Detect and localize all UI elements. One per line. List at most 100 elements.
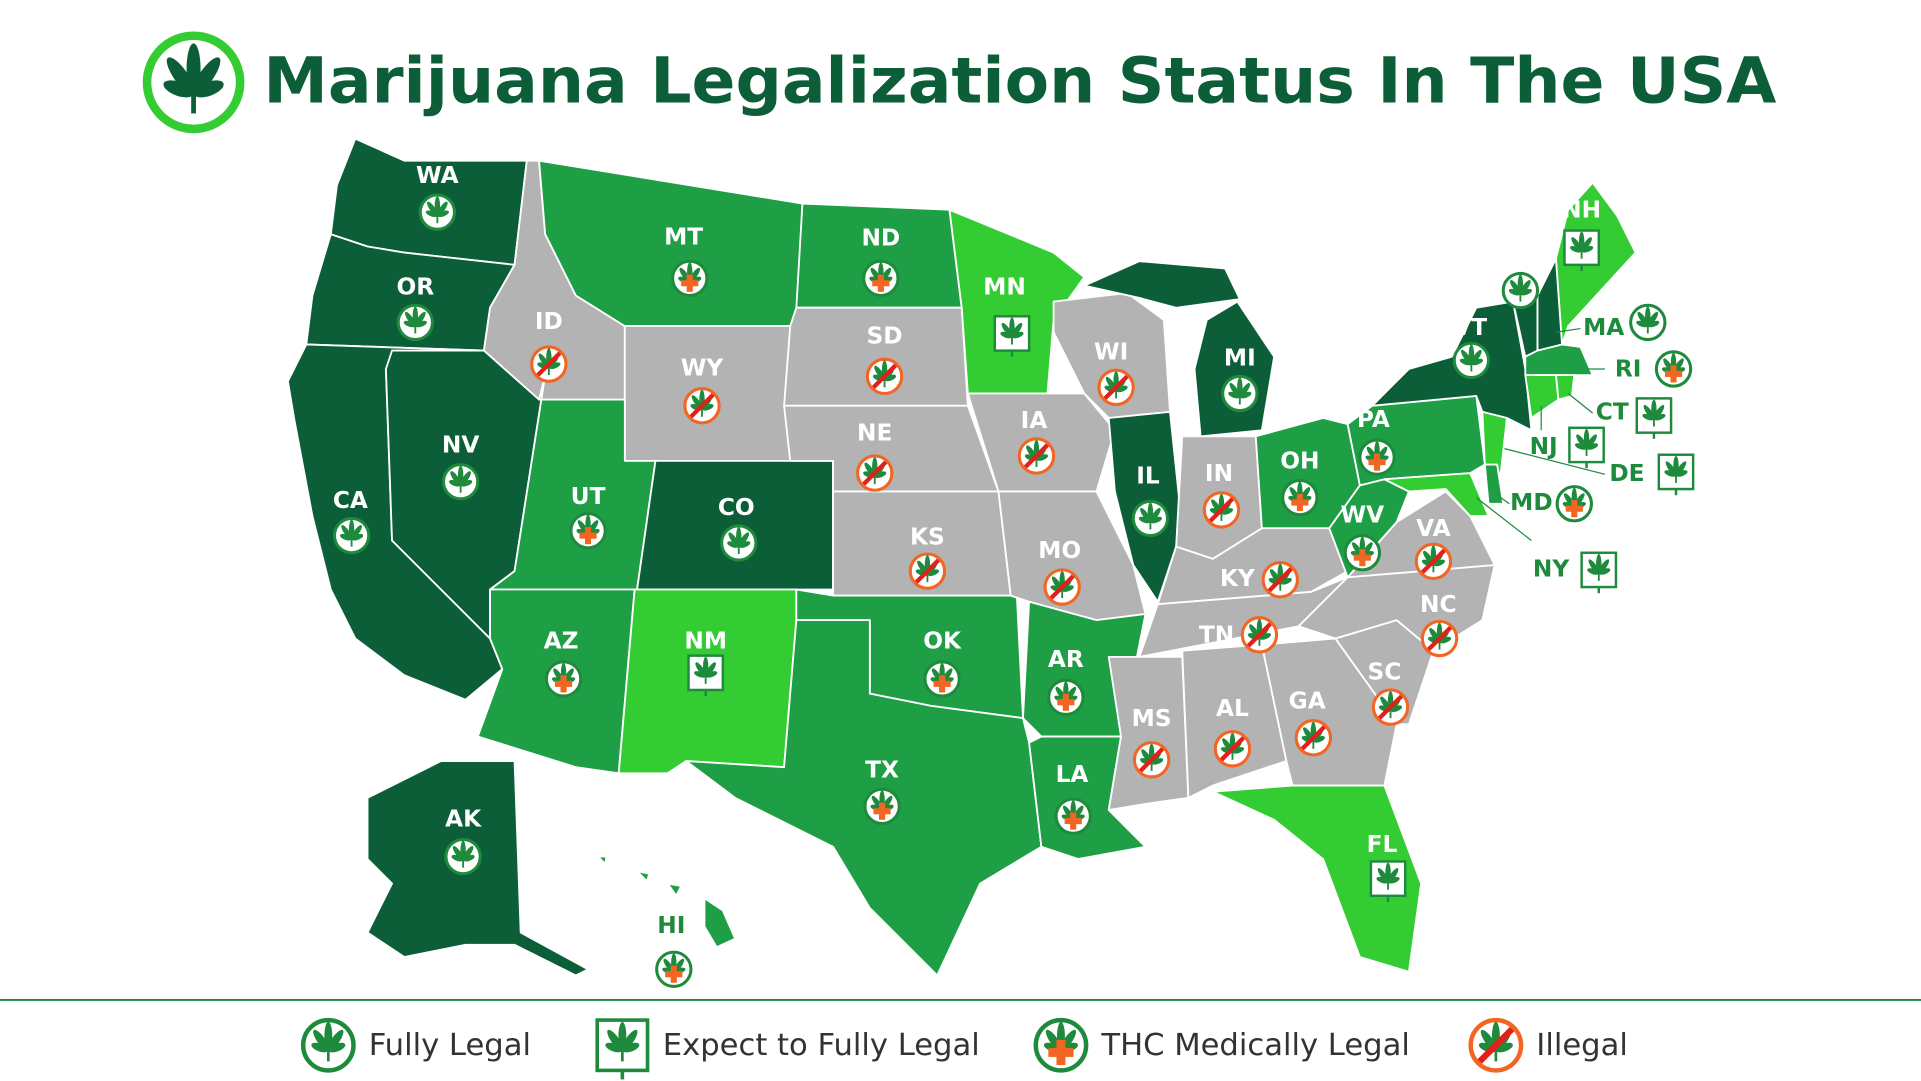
status-icon xyxy=(1202,491,1241,529)
leaf xyxy=(1598,559,1610,574)
status-icon xyxy=(1629,303,1667,342)
state-label: WY xyxy=(681,354,725,381)
state-label: LA xyxy=(1056,761,1089,788)
leaf xyxy=(1150,516,1162,524)
state-label: ME xyxy=(1496,241,1535,268)
leaf xyxy=(621,1029,638,1051)
icon-cross xyxy=(1664,370,1683,377)
status-icon xyxy=(300,1017,356,1073)
status-icon xyxy=(1369,860,1407,902)
leaf xyxy=(463,854,475,862)
leaf xyxy=(605,1042,623,1053)
leaf xyxy=(1376,876,1389,884)
leaf xyxy=(193,80,224,98)
leaf xyxy=(1011,322,1023,338)
status-icon xyxy=(655,950,693,988)
icon-slash xyxy=(689,393,715,419)
state-label: OH xyxy=(1280,448,1319,475)
leaf xyxy=(1675,461,1687,476)
state-label: NV xyxy=(442,432,479,459)
state-label: SD xyxy=(867,323,903,350)
state-label: CO xyxy=(718,494,755,521)
leaf xyxy=(1239,382,1251,398)
icon-cross xyxy=(933,680,951,687)
status-icon xyxy=(569,512,607,550)
leaf xyxy=(1508,288,1521,296)
leaf xyxy=(1232,747,1245,754)
leaf xyxy=(1036,454,1049,461)
leaf xyxy=(1574,443,1587,450)
leaf xyxy=(460,479,473,487)
leaf xyxy=(1229,382,1241,398)
leaf xyxy=(1647,320,1660,328)
state-label: TN xyxy=(1199,622,1234,649)
state-label: WV xyxy=(1341,501,1385,528)
state-label: AK xyxy=(445,805,482,832)
state-shape xyxy=(1211,784,1423,973)
logo xyxy=(142,31,245,134)
leaf xyxy=(927,569,940,576)
state-shape xyxy=(703,897,736,949)
leaf xyxy=(1001,322,1013,338)
state-label: IA xyxy=(1021,407,1048,434)
state-label: MI xyxy=(1224,345,1256,372)
leaf xyxy=(427,201,438,217)
callout-line xyxy=(1555,327,1581,333)
leaf xyxy=(1495,1042,1513,1053)
leaf xyxy=(738,541,751,548)
leaf xyxy=(1519,280,1531,295)
status-icon xyxy=(1221,374,1259,413)
leaf xyxy=(728,532,740,547)
icon-slash xyxy=(1049,574,1075,600)
leaf xyxy=(1471,358,1483,366)
leaf xyxy=(451,854,464,862)
state-label: IL xyxy=(1136,462,1160,489)
leaf xyxy=(1228,391,1240,399)
callout-line xyxy=(1567,393,1594,414)
icon-cross xyxy=(554,680,573,687)
leaf xyxy=(695,662,707,677)
leaf xyxy=(1642,413,1654,421)
leaf xyxy=(1647,311,1659,327)
leaf xyxy=(460,471,471,486)
leaf xyxy=(1459,358,1472,366)
status-icon xyxy=(1501,271,1540,310)
leaf xyxy=(1461,349,1472,365)
status-icon xyxy=(441,463,480,501)
leaf xyxy=(166,57,195,95)
leaf xyxy=(436,201,448,217)
callout-line xyxy=(1500,497,1510,505)
callout-line xyxy=(1475,497,1532,541)
state-shape xyxy=(1483,463,1505,505)
leaf xyxy=(403,320,416,328)
state-label: MA xyxy=(1583,314,1624,341)
status-icon xyxy=(544,660,583,698)
leaf xyxy=(694,671,706,678)
state-labels: WA OR CA NV ID MT WY UT CO AZ NM ND SD NE KS OK TX MN IA MO… xyxy=(333,162,1695,988)
icon-slash xyxy=(871,363,898,389)
icon-slash xyxy=(1267,567,1293,593)
leaf xyxy=(1675,470,1688,477)
state-label: OK xyxy=(923,628,962,655)
status-icon xyxy=(1054,797,1092,835)
leaf xyxy=(607,1029,624,1051)
state-label: GA xyxy=(1289,688,1326,715)
icon-slash xyxy=(1246,622,1272,648)
leaf xyxy=(1636,320,1648,328)
icon-slash xyxy=(1219,736,1246,762)
state-label: MS xyxy=(1132,705,1172,732)
status-icon xyxy=(1047,678,1085,716)
icon-cross xyxy=(1064,817,1082,825)
legend-label: Fully Legal xyxy=(369,1028,531,1063)
state-label: WI xyxy=(1094,339,1128,366)
state-label: RI xyxy=(1615,356,1642,383)
leaf xyxy=(1586,434,1597,449)
state-label: FL xyxy=(1367,831,1398,858)
leaf xyxy=(1664,470,1677,477)
state-label: NE xyxy=(857,419,892,446)
state-label: MD xyxy=(1510,489,1552,516)
states xyxy=(286,137,1637,977)
icon-slash xyxy=(536,351,562,377)
state-label: PA xyxy=(1357,406,1390,433)
leaf xyxy=(1571,237,1583,252)
